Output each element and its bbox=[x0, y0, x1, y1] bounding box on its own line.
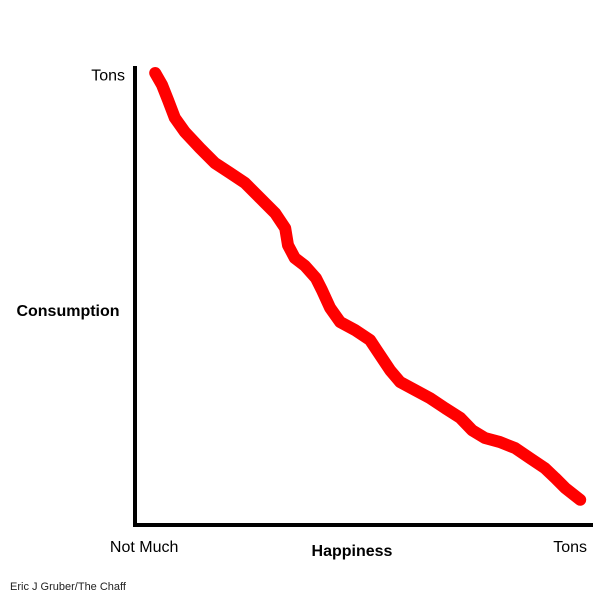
x-axis-title: Happiness bbox=[312, 543, 393, 560]
y-tick-label: Tons bbox=[91, 67, 125, 84]
x-tick-label: Not Much bbox=[110, 539, 178, 556]
line bbox=[149, 67, 587, 506]
y-axis-title: Consumption bbox=[16, 303, 119, 320]
credit: Eric J Gruber/The Chaff bbox=[10, 581, 127, 593]
x-tick-label: Tons bbox=[553, 539, 587, 556]
